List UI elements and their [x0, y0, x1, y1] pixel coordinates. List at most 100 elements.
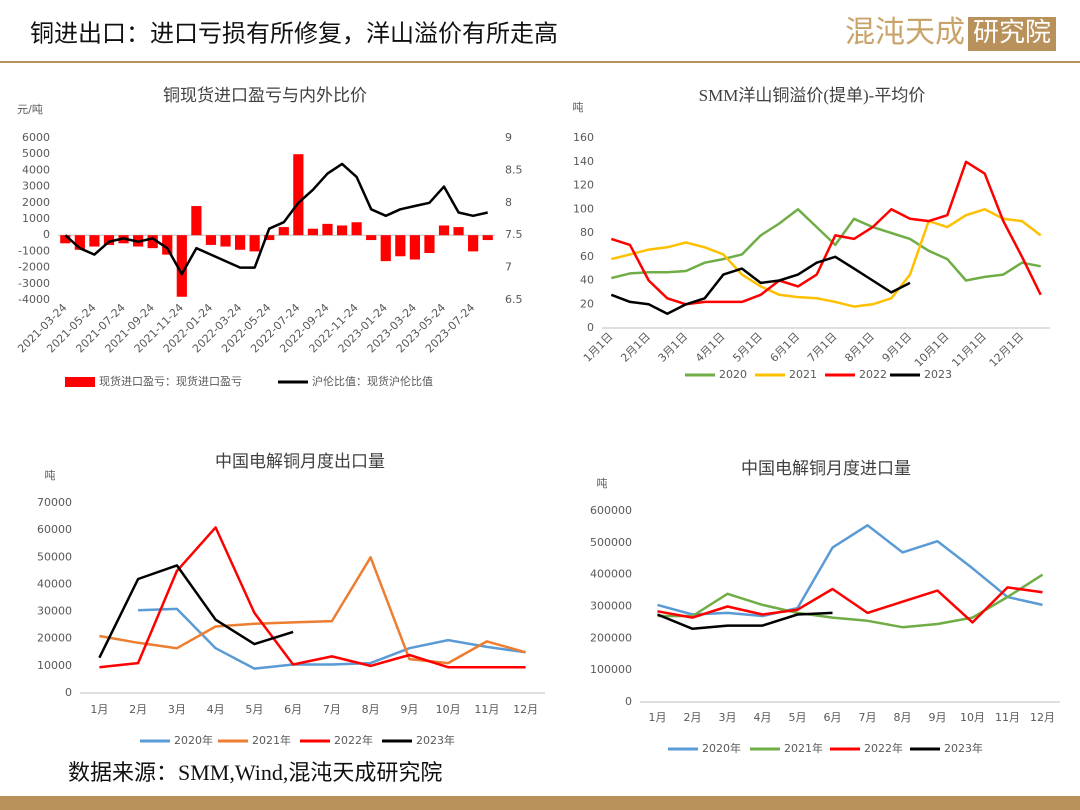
bar [380, 235, 391, 262]
bar [424, 235, 435, 254]
bar [162, 235, 173, 255]
x-tick-label: 3月 [719, 711, 737, 724]
y-tick-label: -2000 [18, 261, 50, 274]
x-tick-label: 8月 [894, 711, 912, 724]
chart-title: 中国电解铜月度进口量 [741, 459, 911, 478]
legend-label: 现货进口盈亏：现货进口盈亏 [99, 374, 242, 388]
bar [366, 235, 377, 241]
bar [453, 227, 464, 236]
y-tick-label: 300000 [590, 600, 632, 613]
legend-label: 2023 [924, 368, 952, 381]
y2-tick-label: 8.5 [505, 163, 523, 176]
x-tick-label: 5月 [789, 711, 807, 724]
y-tick-label: 40 [580, 274, 594, 287]
legend-label: 2020年 [174, 733, 213, 747]
chart-title: 中国电解铜月度出口量 [215, 452, 385, 471]
logo-box [968, 17, 1056, 51]
series-line [99, 556, 526, 665]
x-tick-label: 11月 [474, 703, 499, 716]
legend-label: 2022 [859, 368, 887, 381]
x-tick-label: 12月 [1030, 711, 1055, 724]
y-tick-label: 30000 [37, 605, 72, 618]
y-tick-label: -4000 [18, 293, 50, 306]
legend-label: 2021年 [252, 733, 291, 747]
y-tick-label: -1000 [18, 244, 50, 257]
x-tick-label: 9月 [929, 711, 947, 724]
y2-tick-label: 7 [505, 261, 512, 274]
bar [176, 235, 187, 297]
legend-swatch [65, 377, 95, 387]
bar [409, 235, 420, 260]
x-tick-label: 3月 [168, 703, 186, 716]
x-tick-label: 12月 [513, 703, 538, 716]
bar [103, 235, 115, 245]
y-tick-label: 500000 [590, 536, 632, 549]
y-tick-label: 2000 [22, 196, 50, 209]
y-tick-label: 1000 [22, 212, 50, 225]
bar [278, 227, 289, 236]
legend-label: 2022年 [864, 741, 903, 755]
logo-text: 混沌天成 [845, 16, 965, 49]
x-tick-label: 6月 [284, 703, 302, 716]
logo-box-text: 研究院 [973, 18, 1051, 47]
y-tick-label: 20 [580, 297, 594, 310]
bar [395, 235, 406, 257]
y-tick-label: 0 [43, 228, 50, 241]
bar [220, 235, 231, 247]
y-tick-label: 100000 [590, 663, 632, 676]
bar [293, 154, 304, 236]
y-tick-label: 400000 [590, 568, 632, 581]
footer-band [0, 796, 1080, 810]
y-tick-label: 200000 [590, 631, 632, 644]
series-line [657, 573, 1044, 629]
y-tick-label: 0 [587, 321, 594, 334]
y-tick-label: 140 [573, 155, 594, 168]
x-tick-label: 11月 [995, 711, 1020, 724]
slide-title: 铜进出口：进口亏损有所修复，洋山溢价有所走高 [30, 21, 558, 48]
y-tick-label: 10000 [37, 659, 72, 672]
y-tick-label: 4000 [22, 163, 50, 176]
bar [147, 235, 158, 249]
y-tick-label: 5000 [22, 147, 50, 160]
bar [468, 235, 479, 252]
y-tick-label: 160 [573, 131, 594, 144]
series-line [610, 208, 1041, 282]
y-axis-label: 吨 [597, 477, 608, 490]
y-axis-label: 吨 [45, 469, 56, 482]
y-tick-label: 6000 [22, 131, 50, 144]
legend-label: 2023年 [944, 741, 983, 755]
x-tick-label: 5月 [245, 703, 263, 716]
y-tick-label: 50000 [37, 550, 72, 563]
y-tick-label: 60000 [37, 523, 72, 536]
series-line [657, 524, 1043, 618]
x-tick-label: 6月 [824, 711, 842, 724]
source-note: 数据来源：SMM,Wind,混沌天成研究院 [68, 760, 442, 785]
bar [191, 206, 202, 236]
bar [336, 225, 348, 236]
legend-label: 2021年 [784, 741, 823, 755]
series-line [610, 160, 1042, 306]
legend-label: 2020年 [702, 741, 741, 755]
bar [482, 235, 493, 241]
y-tick-label: 80 [580, 226, 594, 239]
series-line [610, 208, 1042, 308]
chart-title: SMM洋山铜溢价(提单)-平均价 [699, 86, 926, 105]
x-tick-label: 1月 [649, 711, 667, 724]
bar [264, 235, 275, 241]
bar [438, 225, 450, 236]
bar [89, 235, 100, 247]
y-tick-label: 120 [573, 179, 594, 192]
y-tick-label: -3000 [18, 277, 50, 290]
x-tick-label: 4月 [207, 703, 225, 716]
x-tick-label: 4月 [754, 711, 772, 724]
x-tick-label: 2月 [129, 703, 147, 716]
y-tick-label: 0 [65, 686, 72, 699]
series-line [64, 162, 488, 276]
y-tick-label: 600000 [590, 504, 632, 517]
x-tick-label: 2月 [684, 711, 702, 724]
y2-tick-label: 9 [505, 131, 512, 144]
legend-label: 2022年 [334, 733, 373, 747]
y-tick-label: 20000 [37, 632, 72, 645]
legend-label: 沪伦比值：现货沪伦比值 [312, 374, 433, 388]
